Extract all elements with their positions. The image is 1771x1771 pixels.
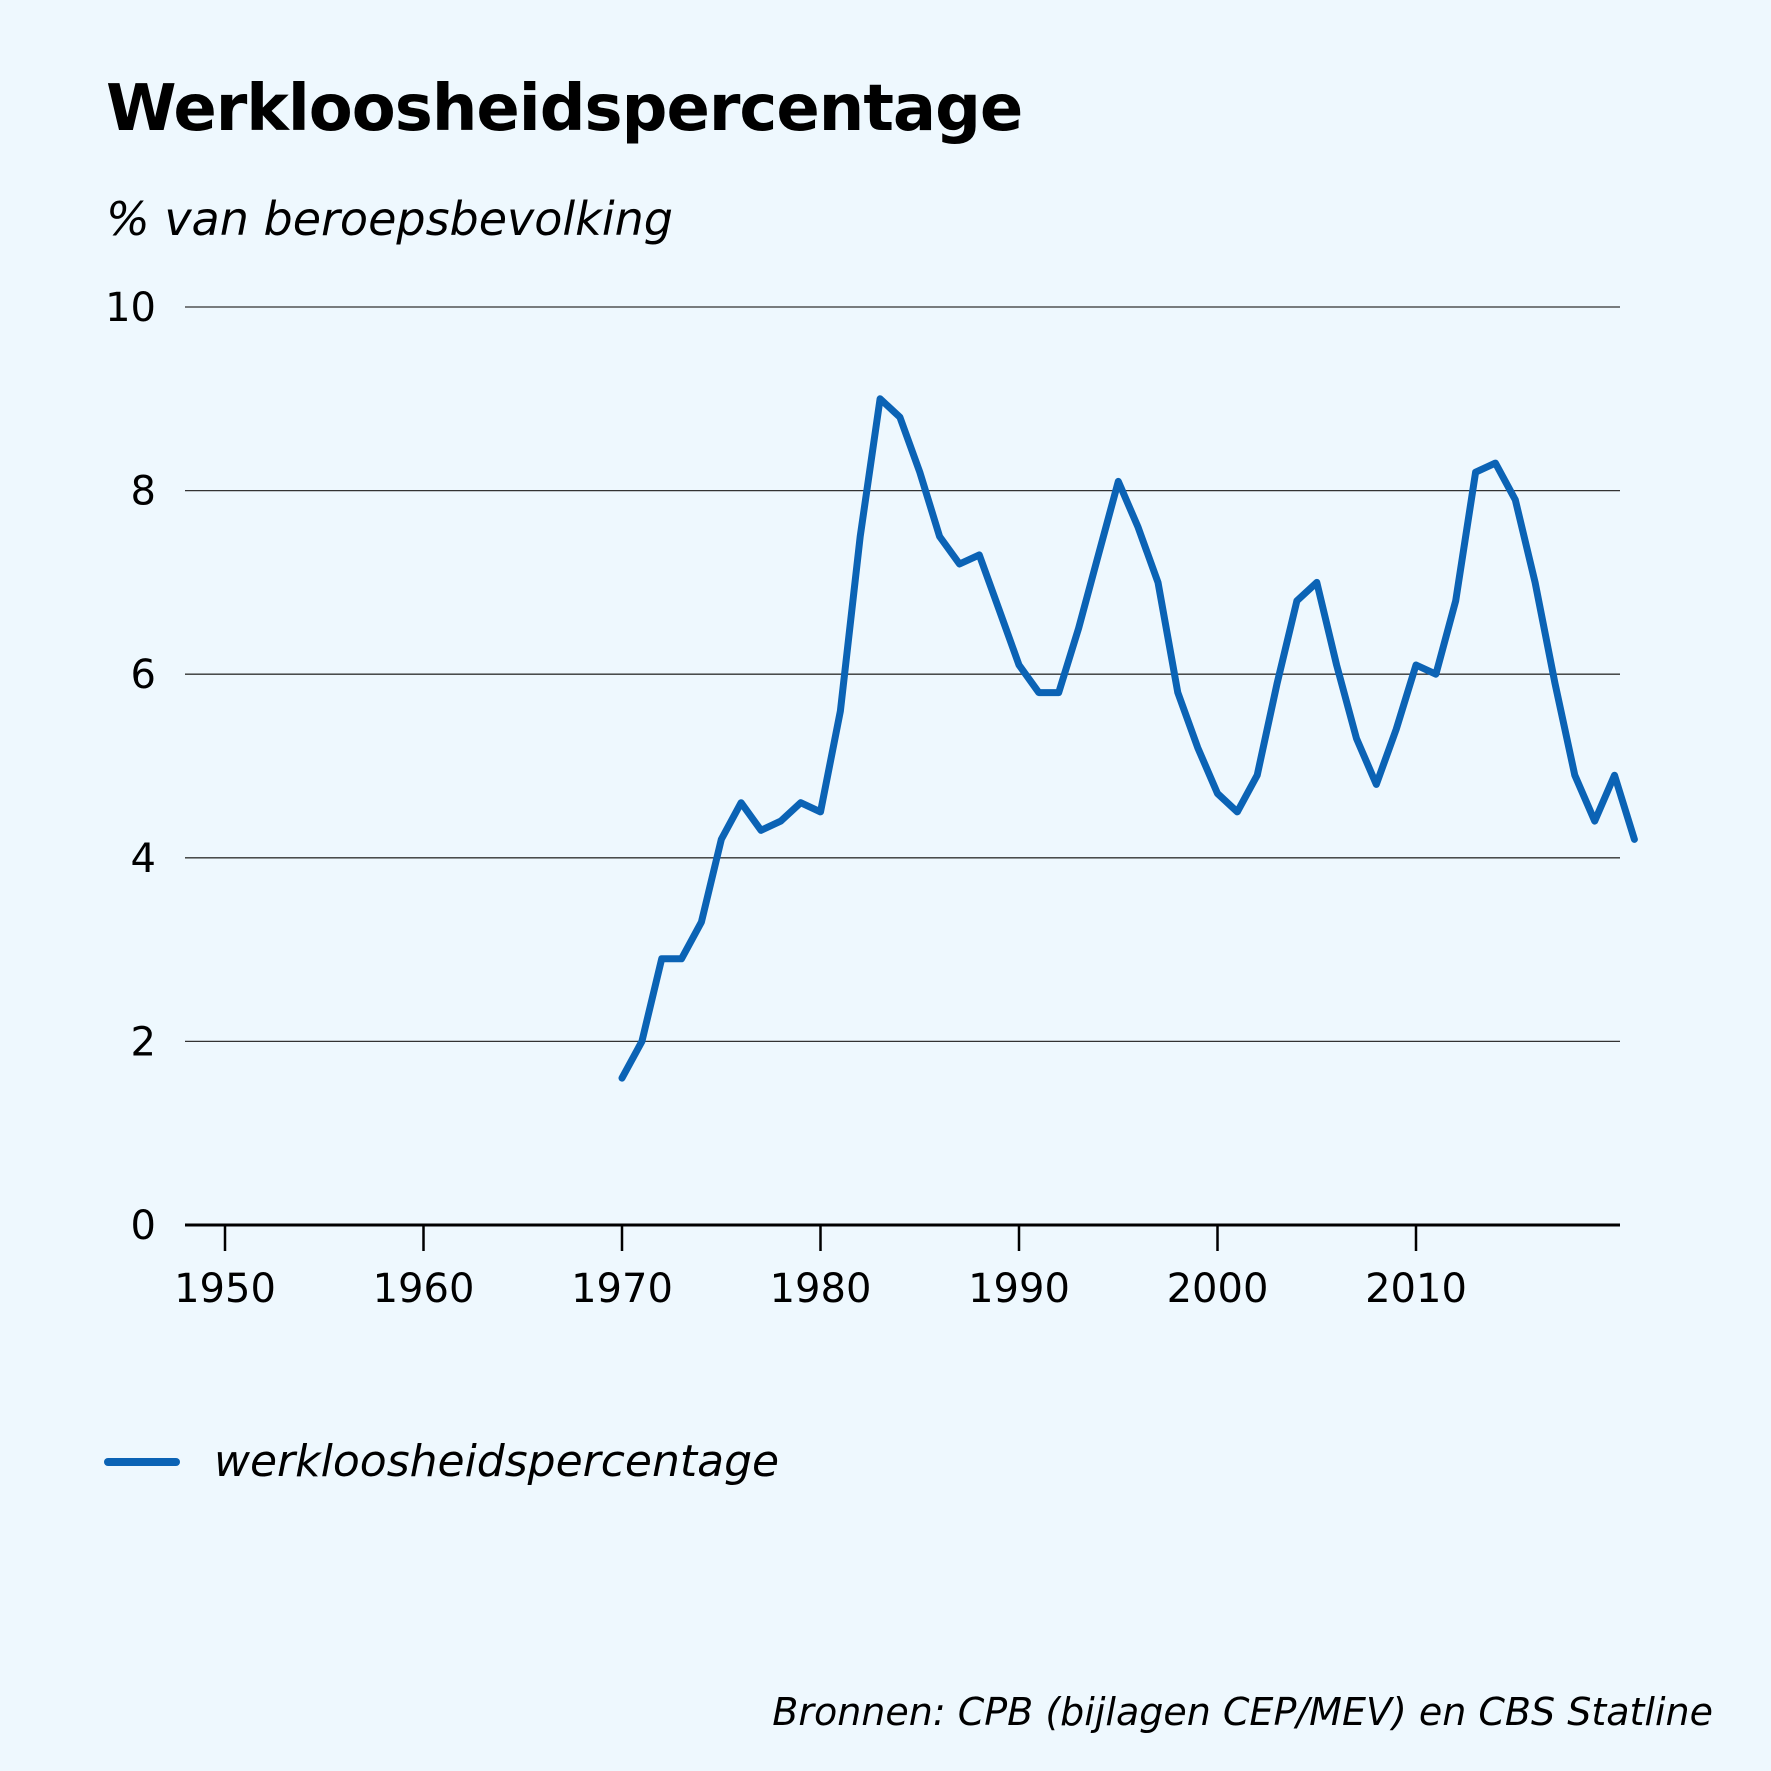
source-note: Bronnen: CPB (bijlagen CEP/MEV) en CBS S… — [772, 1690, 1713, 1734]
y-tick-label: 0 — [131, 1203, 156, 1249]
x-tick-label: 1980 — [770, 1266, 872, 1312]
gridlines — [185, 306, 1620, 1043]
y-tick-label: 4 — [131, 836, 156, 882]
y-tick-label: 8 — [131, 469, 156, 515]
chart-subtitle: % van beroepsbevolking — [106, 192, 673, 246]
legend-swatch — [104, 1457, 180, 1466]
series-group — [618, 395, 1638, 1082]
x-tick-label: 1990 — [968, 1266, 1070, 1312]
legend-label: werkloosheidspercentage — [214, 1436, 780, 1487]
x-tick-label: 1970 — [571, 1266, 673, 1312]
x-axis: 1950 1960 1970 1980 1990 2000 2010 — [174, 1223, 1620, 1312]
x-tick-label: 2000 — [1167, 1266, 1269, 1312]
series-line — [618, 395, 1638, 1082]
x-tick-label: 1950 — [174, 1266, 276, 1312]
y-axis-ticks: 0 2 4 6 8 10 — [105, 285, 156, 1249]
y-tick-label: 10 — [105, 285, 156, 331]
chart-title: Werkloosheidspercentage — [106, 72, 1023, 146]
x-tick-label: 2010 — [1365, 1266, 1467, 1312]
y-tick-label: 2 — [131, 1019, 156, 1065]
legend: werkloosheidspercentage — [104, 1436, 779, 1487]
y-tick-label: 6 — [131, 652, 156, 698]
x-tick-label: 1960 — [373, 1266, 475, 1312]
